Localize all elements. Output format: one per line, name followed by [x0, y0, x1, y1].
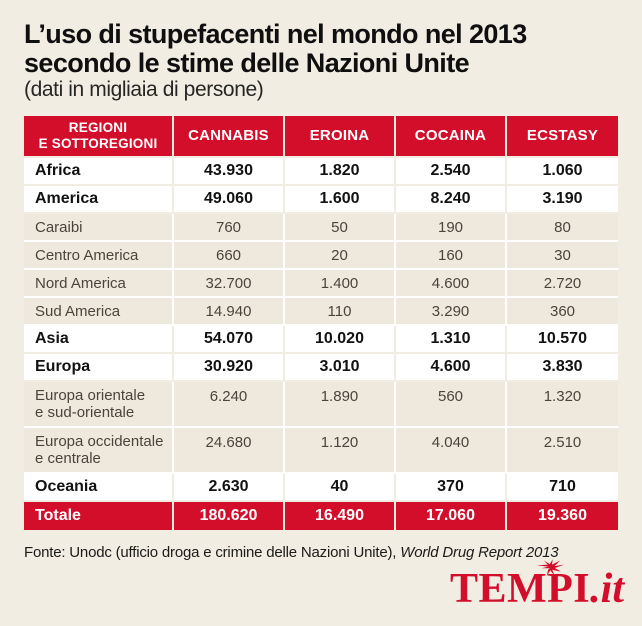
value-cell: 2.510 [507, 428, 618, 475]
value-cell: 4.040 [396, 428, 507, 475]
value-cell: 10.570 [507, 326, 618, 355]
table-row: Totale 180.620 16.490 17.060 19.360 [24, 502, 618, 531]
value-cell: 560 [396, 382, 507, 429]
table-row: Asia 54.070 10.020 1.310 10.570 [24, 326, 618, 355]
infographic: L’uso di stupefacenti nel mondo nel 2013… [24, 20, 618, 561]
value-cell: 30 [507, 242, 618, 271]
table-row: Oceania 2.630 40 370 710 [24, 474, 618, 503]
value-cell: 17.060 [396, 502, 507, 531]
value-cell: 660 [174, 242, 285, 271]
value-cell: 10.020 [285, 326, 396, 355]
value-cell: 6.240 [174, 382, 285, 429]
value-cell: 710 [507, 474, 618, 503]
value-cell: 1.310 [396, 326, 507, 355]
value-cell: 54.070 [174, 326, 285, 355]
value-cell: 180.620 [174, 502, 285, 531]
col-header-cocaina: COCAINA [396, 116, 507, 159]
row-label: Asia [24, 326, 174, 355]
value-cell: 1.060 [507, 158, 618, 187]
value-cell: 30.920 [174, 354, 285, 383]
row-label: America [24, 186, 174, 215]
value-cell: 1.400 [285, 270, 396, 299]
value-cell: 20 [285, 242, 396, 271]
value-cell: 14.940 [174, 298, 285, 327]
table-header-row: REGIONI E SOTTOREGIONI CANNABIS EROINA COCA… [24, 116, 618, 159]
value-cell: 190 [396, 214, 507, 243]
table-row: Europa 30.920 3.010 4.600 3.830 [24, 354, 618, 383]
row-label: Europa [24, 354, 174, 383]
value-cell: 1.820 [285, 158, 396, 187]
table-row: Caraibi 760 50 190 80 [24, 214, 618, 243]
value-cell: 49.060 [174, 186, 285, 215]
table-row: Africa 43.930 1.820 2.540 1.060 [24, 158, 618, 187]
title-line-1: L’uso di stupefacenti nel mondo nel 2013 [24, 19, 527, 49]
row-label: Oceania [24, 474, 174, 503]
value-cell: 1.600 [285, 186, 396, 215]
table-row: Centro America 660 20 160 30 [24, 242, 618, 271]
value-cell: 360 [507, 298, 618, 327]
value-cell: 3.010 [285, 354, 396, 383]
page-title: L’uso di stupefacenti nel mondo nel 2013… [24, 20, 618, 77]
value-cell: 8.240 [396, 186, 507, 215]
value-cell: 370 [396, 474, 507, 503]
source-note: Fonte: Unodc (ufficio droga e crimine de… [24, 544, 618, 561]
col-header-regions: REGIONI E SOTTOREGIONI [24, 116, 174, 159]
value-cell: 16.490 [285, 502, 396, 531]
value-cell: 1.890 [285, 382, 396, 429]
value-cell: 1.320 [507, 382, 618, 429]
value-cell: 24.680 [174, 428, 285, 475]
value-cell: 2.540 [396, 158, 507, 187]
row-label: Caraibi [24, 214, 174, 243]
value-cell: 19.360 [507, 502, 618, 531]
row-label: Europa occidentale e centrale [24, 428, 174, 475]
col-header-eroina: EROINA [285, 116, 396, 159]
value-cell: 2.630 [174, 474, 285, 503]
value-cell: 760 [174, 214, 285, 243]
row-label: Europa orientale e sud-orientale [24, 382, 174, 429]
source-report-title: World Drug Report 2013 [400, 544, 559, 562]
value-cell: 80 [507, 214, 618, 243]
value-cell: 50 [285, 214, 396, 243]
value-cell: 40 [285, 474, 396, 503]
value-cell: 2.720 [507, 270, 618, 299]
value-cell: 43.930 [174, 158, 285, 187]
row-label: Centro America [24, 242, 174, 271]
drug-use-table: REGIONI E SOTTOREGIONI CANNABIS EROINA COCA… [24, 116, 618, 531]
value-cell: 3.290 [396, 298, 507, 327]
value-cell: 32.700 [174, 270, 285, 299]
row-label: Nord America [24, 270, 174, 299]
table-row: America 49.060 1.600 8.240 3.190 [24, 186, 618, 215]
source-text: Fonte: Unodc (ufficio droga e crimine de… [24, 544, 401, 562]
tempi-logo: TEMPI.it [449, 559, 624, 612]
row-label: Africa [24, 158, 174, 187]
row-label: Totale [24, 502, 174, 531]
table-row: Europa orientale e sud-orientale 6.240 1.8… [24, 382, 618, 429]
value-cell: 4.600 [396, 270, 507, 299]
title-line-2: secondo le stime delle Nazioni Unite [24, 47, 470, 78]
logo-text: TEMPI [449, 566, 591, 612]
value-cell: 1.120 [285, 428, 396, 475]
value-cell: 3.830 [507, 354, 618, 383]
row-label: Sud America [24, 298, 174, 327]
col-header-ecstasy: ECSTASY [507, 116, 618, 159]
value-cell: 4.600 [396, 354, 507, 383]
logo-suffix: .it [590, 566, 624, 612]
table-row: Nord America 32.700 1.400 4.600 2.720 [24, 270, 618, 299]
value-cell: 3.190 [507, 186, 618, 215]
table-row: Sud America 14.940 110 3.290 360 [24, 298, 618, 327]
value-cell: 110 [285, 298, 396, 327]
table-row: Europa occidentale e centrale 24.680 1.120… [24, 428, 618, 475]
subtitle: (dati in migliaia di persone) [24, 78, 264, 102]
value-cell: 160 [396, 242, 507, 271]
col-header-cannabis: CANNABIS [174, 116, 285, 159]
